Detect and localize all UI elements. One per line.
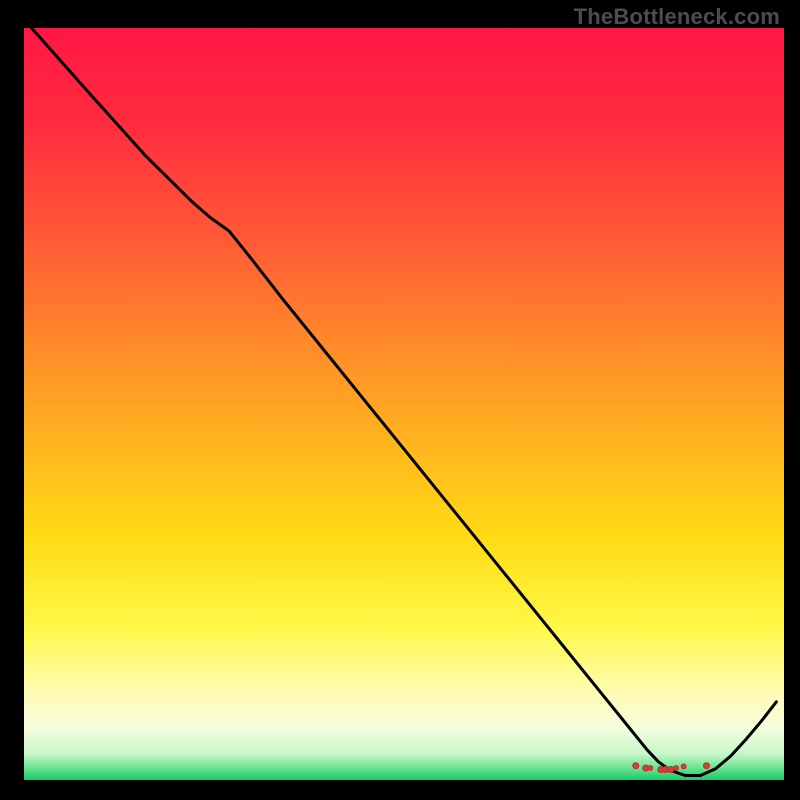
- marker-point: [648, 766, 653, 771]
- plot-svg: [24, 28, 784, 780]
- chart-stage: TheBottleneck.com: [0, 0, 800, 800]
- plot-frame: [24, 28, 784, 780]
- marker-point: [674, 766, 679, 771]
- marker-point: [633, 763, 639, 769]
- watermark-text: TheBottleneck.com: [574, 4, 780, 30]
- gradient-background: [24, 28, 784, 780]
- marker-point: [668, 766, 674, 772]
- marker-point: [703, 763, 709, 769]
- marker-point: [681, 764, 686, 769]
